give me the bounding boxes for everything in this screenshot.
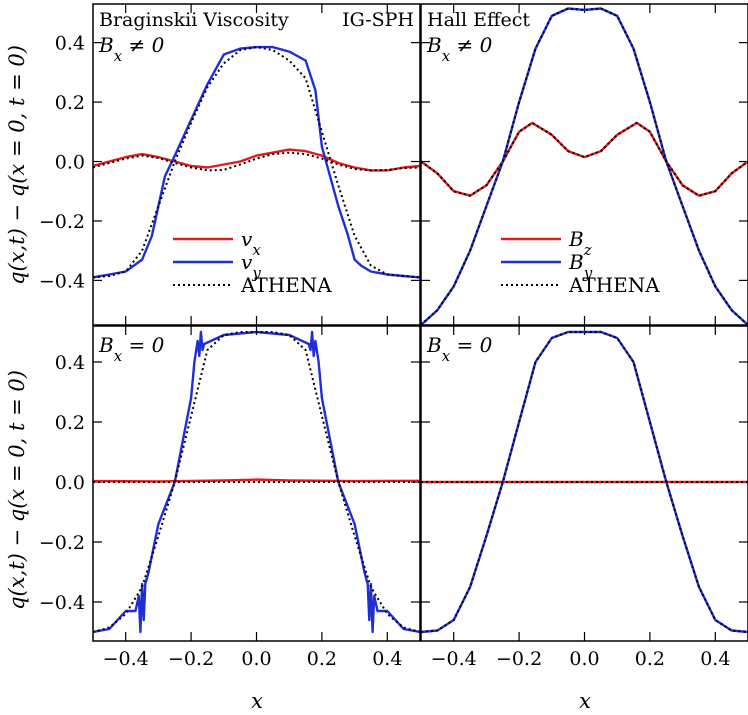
panel-bottom-right: −0.4 −0.2 0.0 0.2 0.4 Bx = 0 <box>420 325 748 670</box>
panel-title: Braginskii Viscosity <box>99 9 289 31</box>
legend-label: ATHENA <box>240 273 332 297</box>
series-line-bz <box>421 121 748 197</box>
x-tick-label: 0.2 <box>635 648 665 670</box>
panel-title: Hall Effect <box>427 9 530 31</box>
panel-frame <box>420 325 748 642</box>
series-line-vy <box>93 45 420 279</box>
y-tick-label: −0.2 <box>39 532 85 554</box>
series-group <box>421 7 748 325</box>
series-line-vx <box>93 148 420 172</box>
panel-condition: Bx = 0 <box>426 333 493 365</box>
series-group <box>93 330 420 634</box>
x-tick-label: −0.2 <box>168 648 214 670</box>
series-line-vx <box>93 478 420 483</box>
series-group <box>93 45 420 279</box>
series-line-athena <box>421 121 748 197</box>
x-axis-label-left: x <box>251 689 263 713</box>
legend-label: vy <box>241 250 261 282</box>
y-tick-label: 0.4 <box>55 33 85 55</box>
y-tick-label: −0.2 <box>39 211 85 233</box>
legend-label: vx <box>241 227 261 259</box>
x-axis-label-right: x <box>579 689 591 713</box>
panel-condition: Bx ≠ 0 <box>426 33 493 65</box>
y-tick-label: −0.4 <box>39 592 85 614</box>
x-tick-label: 0.4 <box>372 648 402 670</box>
legend-label: Bz <box>568 227 592 259</box>
x-tick-label: 0.0 <box>569 648 599 670</box>
x-tick-label: 0.2 <box>307 648 337 670</box>
panel-condition: Bx = 0 <box>98 333 165 365</box>
legend-label: By <box>568 250 593 282</box>
y-tick-label: 0.0 <box>55 472 85 494</box>
series-line-athena <box>421 331 748 633</box>
y-axis-label-top: q(x,t) − q(x = 0, t = 0) <box>5 45 29 285</box>
panel-frame <box>420 3 748 326</box>
panel-subtitle: IG-SPH <box>342 9 414 31</box>
panel-top-left: −0.4 −0.2 0.0 0.2 0.4 Braginskii Viscosity IG-… <box>39 3 421 326</box>
x-tick-label: 0.4 <box>700 648 730 670</box>
y-tick-label: 0.0 <box>55 152 85 174</box>
x-tick-label: −0.2 <box>496 648 542 670</box>
y-tick-label: −0.4 <box>39 270 85 292</box>
series-line-athena <box>93 46 420 279</box>
x-tick-label: −0.4 <box>103 648 149 670</box>
x-tick-label: −0.4 <box>431 648 477 670</box>
x-tick-label: 0.0 <box>241 648 271 670</box>
y-tick-label: 0.4 <box>55 352 85 374</box>
y-tick-label: 0.2 <box>55 92 85 114</box>
series-line-athena <box>93 331 420 633</box>
y-tick-label: 0.2 <box>55 412 85 434</box>
series-line-athena <box>421 7 748 325</box>
y-axis-label-bottom: q(x,t) − q(x = 0, t = 0) <box>5 370 29 610</box>
panel-condition: Bx ≠ 0 <box>98 33 165 65</box>
series-line-athena <box>93 151 420 172</box>
series-group <box>421 330 748 634</box>
panel-bottom-left: −0.4 −0.2 0.0 0.2 0.4 −0.4 −0.2 0.0 0.2 0.4 Bx = 0 <box>39 325 421 670</box>
panel-frame <box>92 3 421 326</box>
panel-frame <box>92 325 421 642</box>
legend-label: ATHENA <box>568 273 660 297</box>
